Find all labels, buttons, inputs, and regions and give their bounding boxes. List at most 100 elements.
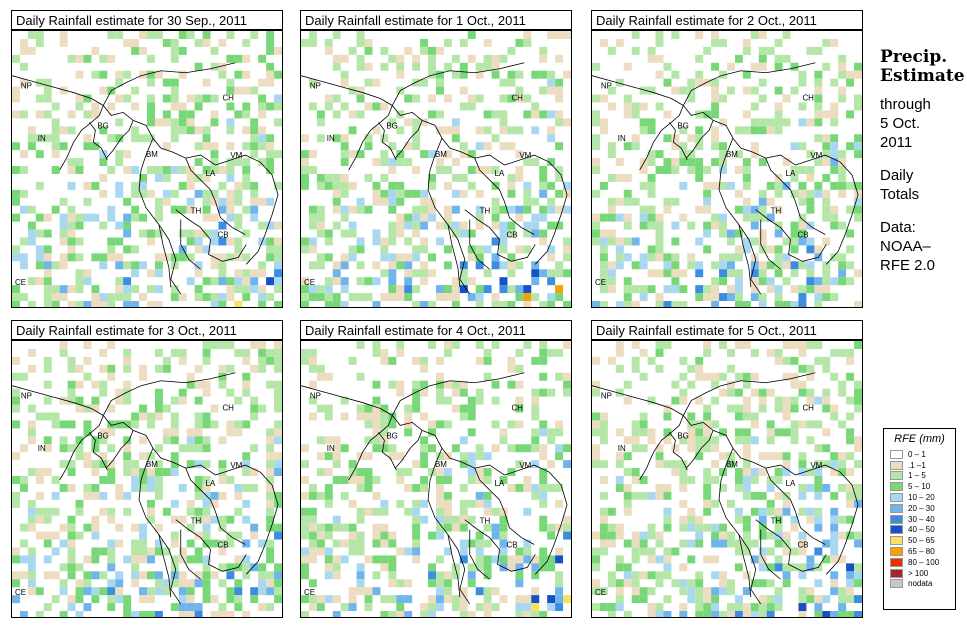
country-label-ch: CH [802, 94, 814, 103]
country-label-vm: VM [810, 461, 822, 470]
legend-label: 20 – 30 [908, 503, 935, 513]
country-label-vm: VM [230, 151, 242, 160]
legend-item: 80 – 100 [890, 557, 955, 568]
legend-item: 5 – 10 [890, 481, 955, 492]
country-label-in: IN [618, 134, 626, 143]
country-label-in: IN [327, 444, 335, 453]
legend-label: 40 – 50 [908, 525, 935, 535]
rainfall-map: NP CH IN BG BM VM LA TH CB CE [11, 30, 283, 308]
country-label-la: LA [206, 169, 216, 178]
rainfall-map-canvas: NP CH IN BG BM VM LA TH CB CE [301, 31, 571, 307]
country-label-np: NP [21, 82, 32, 91]
country-label-np: NP [310, 82, 321, 91]
rainfall-map-canvas: NP CH IN BG BM VM LA TH CB CE [592, 341, 862, 617]
legend-swatch [890, 449, 903, 459]
legend-item: 0 – 1 [890, 449, 955, 460]
country-label-la: LA [206, 479, 216, 488]
legend-item: 10 – 20 [890, 492, 955, 503]
country-label-th: TH [191, 517, 202, 526]
caption-data-label: Data: [880, 219, 916, 236]
country-label-cb: CB [797, 230, 808, 239]
rainfall-map: NP CH IN BG BM VM LA TH CB CE [300, 340, 572, 618]
legend-label: > 100 [908, 568, 929, 578]
country-label-np: NP [21, 392, 32, 401]
panel-title: Daily Rainfall estimate for 2 Oct., 2011 [591, 10, 863, 30]
country-label-la: LA [786, 169, 796, 178]
legend-swatch [890, 471, 903, 481]
country-label-bm: BM [435, 460, 447, 469]
legend-swatch [890, 514, 903, 524]
country-label-bm: BM [146, 460, 158, 469]
legend-swatch [890, 493, 903, 503]
country-label-la: LA [495, 169, 505, 178]
legend-swatch [890, 525, 903, 535]
legend-label: 5 – 10 [908, 482, 931, 492]
caption-through: through [880, 96, 931, 113]
country-label-bm: BM [435, 150, 447, 159]
rainfall-field [592, 31, 862, 307]
country-label-bg: BG [386, 121, 397, 130]
country-label-ce: CE [595, 588, 606, 597]
caption-data-source: NOAA– [880, 238, 931, 255]
legend-label: 0 – 1 [908, 449, 926, 459]
legend-item: 50 – 65 [890, 535, 955, 546]
country-borders [12, 62, 279, 295]
rainfall-field [12, 341, 282, 617]
panel-title: Daily Rainfall estimate for 30 Sep., 201… [11, 10, 283, 30]
legend-label: .1 –1 [908, 460, 926, 470]
country-borders [592, 372, 859, 605]
country-label-in: IN [38, 444, 46, 453]
country-label-ce: CE [304, 588, 315, 597]
caption-data-version: RFE 2.0 [880, 257, 936, 274]
legend-item: nodata [890, 579, 955, 590]
rainfall-panel: Daily Rainfall estimate for 1 Oct., 2011… [300, 10, 574, 310]
legend-item: 65 – 80 [890, 546, 955, 557]
legend-item: 30 – 40 [890, 514, 955, 525]
country-label-la: LA [786, 479, 796, 488]
legend-item: > 100 [890, 568, 955, 579]
country-label-ch: CH [511, 404, 523, 413]
country-label-cb: CB [506, 540, 517, 549]
country-label-ce: CE [304, 278, 315, 287]
country-label-vm: VM [230, 461, 242, 470]
rainfall-map: NP CH IN BG BM VM LA TH CB CE [591, 30, 863, 308]
country-label-np: NP [310, 392, 321, 401]
country-label-cb: CB [797, 540, 808, 549]
country-label-ch: CH [222, 94, 234, 103]
country-label-cb: CB [506, 230, 517, 239]
legend-label: 80 – 100 [908, 557, 940, 567]
country-label-bm: BM [726, 460, 738, 469]
country-label-bg: BG [97, 121, 108, 130]
legend-swatch [890, 536, 903, 546]
legend-item: .1 –1 [890, 460, 955, 471]
legend-swatch [890, 557, 903, 567]
country-label-ch: CH [511, 94, 523, 103]
country-label-np: NP [601, 82, 612, 91]
country-borders [592, 62, 859, 295]
rainfall-map-canvas: NP CH IN BG BM VM LA TH CB CE [301, 341, 571, 617]
legend-swatch [890, 579, 903, 589]
panel-title: Daily Rainfall estimate for 4 Oct., 2011 [300, 320, 572, 340]
rainfall-field [301, 341, 571, 617]
country-label-cb: CB [217, 230, 228, 239]
caption-date: 5 Oct. [880, 115, 921, 132]
country-label-la: LA [495, 479, 505, 488]
rainfall-panel: Daily Rainfall estimate for 2 Oct., 2011… [591, 10, 865, 310]
country-label-ce: CE [595, 278, 606, 287]
legend-label: 50 – 65 [908, 536, 935, 546]
country-label-bm: BM [146, 150, 158, 159]
country-label-th: TH [480, 207, 491, 216]
rainfall-map-canvas: NP CH IN BG BM VM LA TH CB CE [12, 31, 282, 307]
panel-title: Daily Rainfall estimate for 1 Oct., 2011 [300, 10, 572, 30]
caption-heading-2: Estimate [880, 66, 965, 86]
country-label-bg: BG [97, 431, 108, 440]
rainfall-map-canvas: NP CH IN BG BM VM LA TH CB CE [12, 341, 282, 617]
country-label-in: IN [618, 444, 626, 453]
legend-item: 1 – 5 [890, 471, 955, 482]
country-borders [12, 372, 279, 605]
country-label-in: IN [38, 134, 46, 143]
legend-title: RFE (mm) [894, 433, 945, 445]
country-label-ce: CE [15, 588, 26, 597]
country-label-th: TH [191, 207, 202, 216]
